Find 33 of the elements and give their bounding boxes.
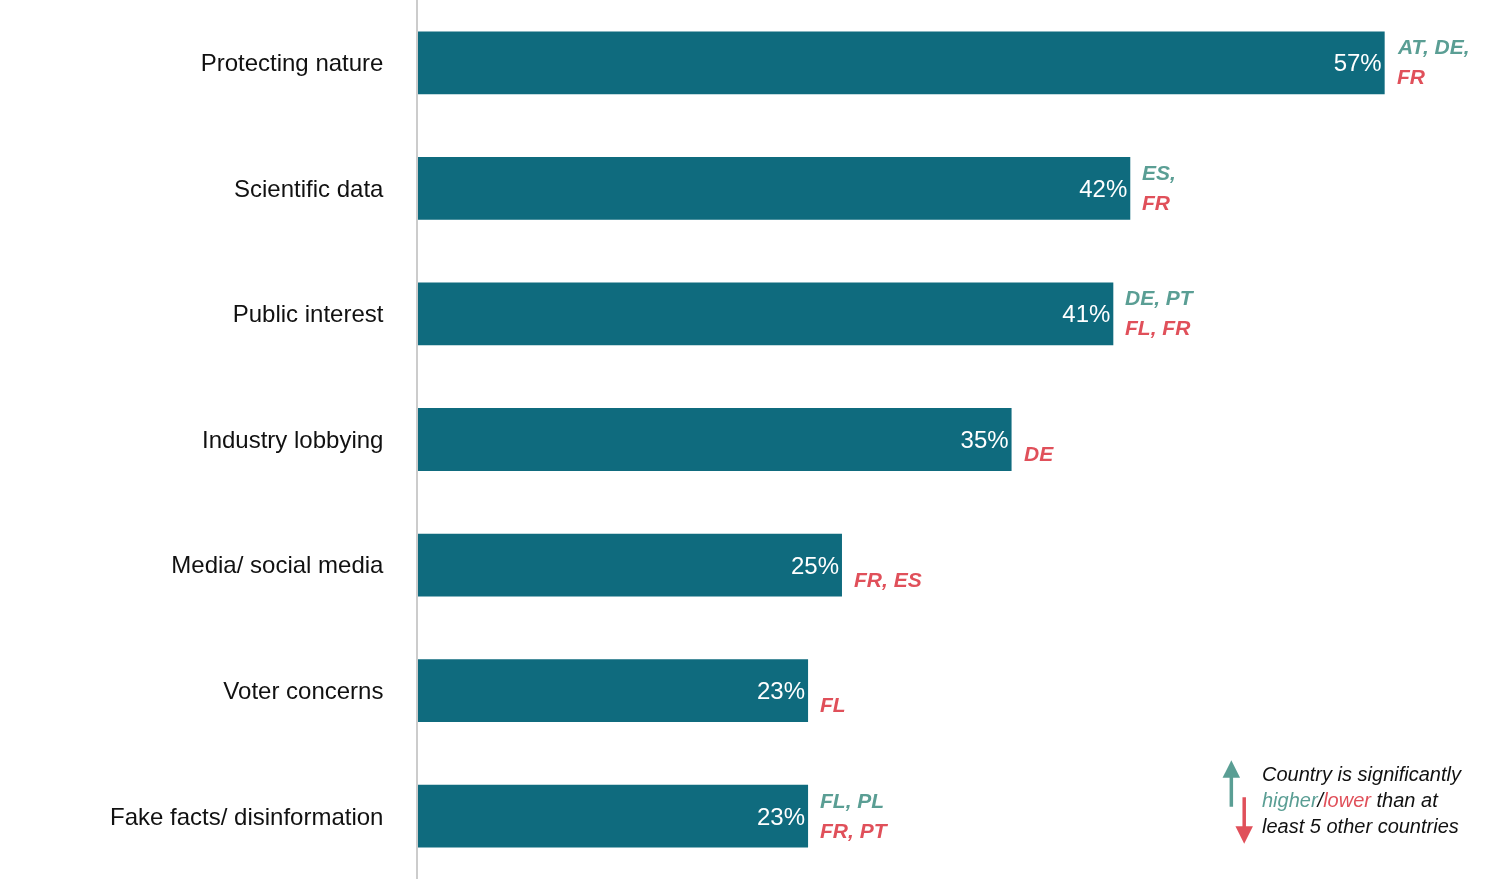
annotation: DE [1024, 442, 1055, 465]
annotation: FL, FR [1125, 316, 1192, 339]
data-label: 42% [1079, 174, 1128, 202]
bar [418, 533, 842, 597]
bar [418, 156, 1131, 220]
bar [418, 408, 1012, 471]
y-tick-label: Industry lobbying [202, 425, 384, 453]
annotation: FR [1142, 191, 1171, 214]
data-label: 25% [790, 551, 839, 579]
bar [418, 31, 1385, 95]
y-tick-label: Public interest [232, 300, 384, 328]
annotation: AT, DE, [1397, 35, 1470, 58]
y-tick-label: Media/ social media [171, 551, 385, 579]
data-label: 41% [1062, 300, 1111, 328]
y-tick-label: Fake facts/ disinformation [110, 802, 384, 830]
data-label: 23% [757, 802, 806, 830]
annotation: ES, [1142, 161, 1176, 184]
y-tick-label: Protecting nature [200, 49, 384, 77]
data-label: 57% [1333, 49, 1382, 77]
bar [418, 282, 1114, 346]
data-label: 35% [960, 426, 1009, 453]
data-label: 23% [757, 677, 806, 705]
annotation: DE, PT [1125, 286, 1195, 309]
annotation: FR [1397, 65, 1426, 88]
annotation: FR, PT [820, 819, 889, 842]
annotation: FR, ES [854, 568, 922, 591]
y-tick-label: Scientific data [234, 174, 385, 202]
annotation: FL [820, 693, 846, 716]
bar [418, 784, 809, 848]
annotation: Country is significantly higher/lower than at least 5 other countries [1262, 763, 1462, 837]
annotation: FL, PL [820, 789, 885, 812]
y-tick-label: Voter concerns [223, 677, 384, 705]
bar [418, 659, 809, 723]
